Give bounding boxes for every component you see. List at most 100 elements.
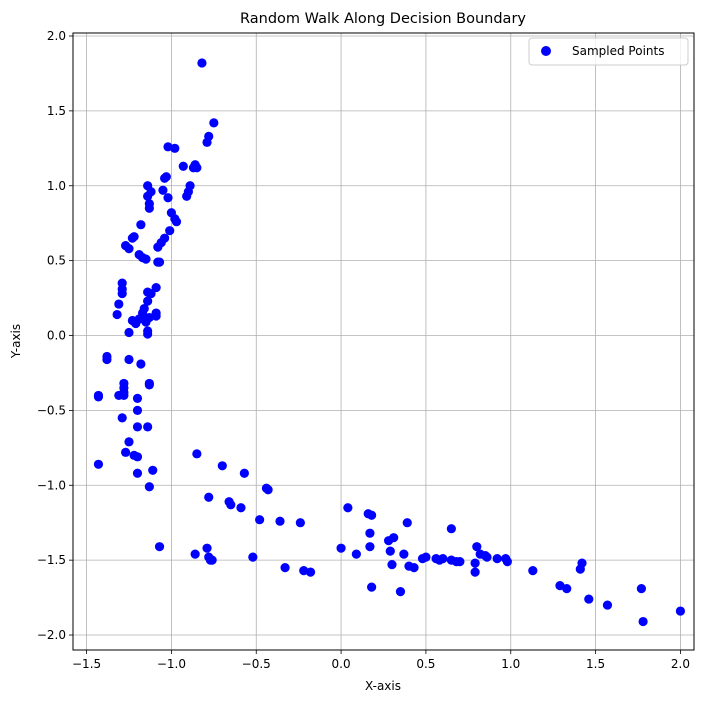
data-point — [132, 422, 143, 432]
data-point — [389, 533, 399, 543]
data-points — [93, 58, 686, 627]
data-point — [124, 354, 134, 365]
data-point — [132, 393, 143, 404]
data-point — [638, 616, 648, 627]
data-point — [295, 518, 305, 528]
data-point — [124, 437, 134, 447]
data-point — [275, 516, 285, 526]
data-point — [280, 563, 290, 573]
x-tick-label: 1.0 — [501, 657, 520, 671]
data-point — [171, 217, 182, 227]
x-axis-label: X-axis — [365, 679, 401, 693]
data-point — [470, 558, 480, 568]
y-tick-label: −0.5 — [37, 403, 66, 417]
data-point — [367, 582, 377, 592]
data-point — [305, 567, 316, 577]
x-tick-label: −1.0 — [157, 657, 186, 671]
data-point — [395, 586, 406, 597]
data-point — [144, 482, 154, 492]
data-point — [132, 452, 143, 462]
data-point — [365, 542, 375, 552]
data-point — [124, 244, 134, 254]
plot-frame — [72, 32, 695, 651]
data-point — [207, 555, 217, 565]
data-point — [143, 296, 153, 306]
data-point — [117, 288, 127, 299]
data-point — [255, 515, 265, 525]
data-point — [248, 552, 258, 562]
data-point — [160, 173, 170, 183]
data-point — [144, 380, 154, 390]
x-tick-label: −0.5 — [242, 657, 271, 671]
data-point — [136, 220, 146, 230]
data-point — [577, 558, 587, 568]
data-point — [141, 254, 151, 264]
data-point — [263, 485, 273, 495]
data-point — [492, 554, 502, 564]
data-point — [132, 468, 143, 478]
data-point — [336, 543, 346, 553]
data-point — [236, 503, 246, 513]
data-point — [602, 600, 613, 610]
data-point — [153, 242, 163, 252]
x-tick-label: 0.0 — [332, 657, 351, 671]
data-point — [367, 510, 377, 520]
legend: Sampled Points — [528, 37, 689, 66]
data-point — [675, 606, 686, 616]
data-point — [351, 549, 361, 559]
x-tick-label: 1.5 — [586, 657, 605, 671]
data-point — [528, 566, 538, 576]
data-point — [154, 542, 165, 552]
data-point — [409, 563, 419, 573]
y-tick-label: −2.0 — [37, 628, 66, 642]
legend-marker — [541, 46, 551, 56]
data-point — [143, 422, 153, 432]
data-point — [482, 552, 492, 562]
data-point — [114, 299, 124, 309]
data-point — [144, 312, 154, 323]
y-tick-label: 0.5 — [47, 254, 66, 268]
data-point — [112, 309, 122, 320]
data-point — [636, 583, 647, 594]
data-point — [239, 468, 249, 478]
data-point — [190, 549, 200, 559]
data-point — [421, 552, 431, 562]
y-tick-label: −1.0 — [37, 478, 66, 492]
data-point — [165, 226, 175, 236]
data-point — [151, 282, 161, 293]
data-point — [438, 554, 448, 564]
x-tick-label: −1.5 — [72, 657, 101, 671]
data-point — [455, 557, 465, 567]
data-point — [144, 203, 154, 213]
data-point — [124, 327, 134, 338]
data-point — [446, 524, 456, 534]
x-tick-label: 2.0 — [671, 657, 690, 671]
data-point — [202, 137, 212, 147]
data-point — [387, 560, 397, 570]
data-point — [153, 257, 163, 267]
data-point — [131, 318, 141, 329]
data-point — [562, 583, 572, 594]
data-point — [93, 392, 104, 402]
data-point — [385, 546, 395, 556]
data-point — [136, 359, 146, 369]
data-point — [204, 492, 214, 502]
data-point — [117, 413, 127, 423]
grid-lines — [73, 33, 694, 650]
data-point — [472, 542, 482, 552]
data-point — [178, 161, 188, 171]
legend-box — [528, 37, 689, 66]
y-tick-label: 1.5 — [47, 104, 66, 118]
x-tick-label: 0.5 — [416, 657, 435, 671]
data-point — [127, 233, 137, 243]
data-point — [132, 405, 143, 415]
data-point — [209, 118, 219, 128]
data-point — [502, 557, 512, 567]
data-point — [163, 142, 173, 152]
data-point — [163, 193, 173, 203]
data-point — [226, 500, 236, 510]
data-point — [143, 329, 153, 339]
data-point — [120, 447, 131, 457]
